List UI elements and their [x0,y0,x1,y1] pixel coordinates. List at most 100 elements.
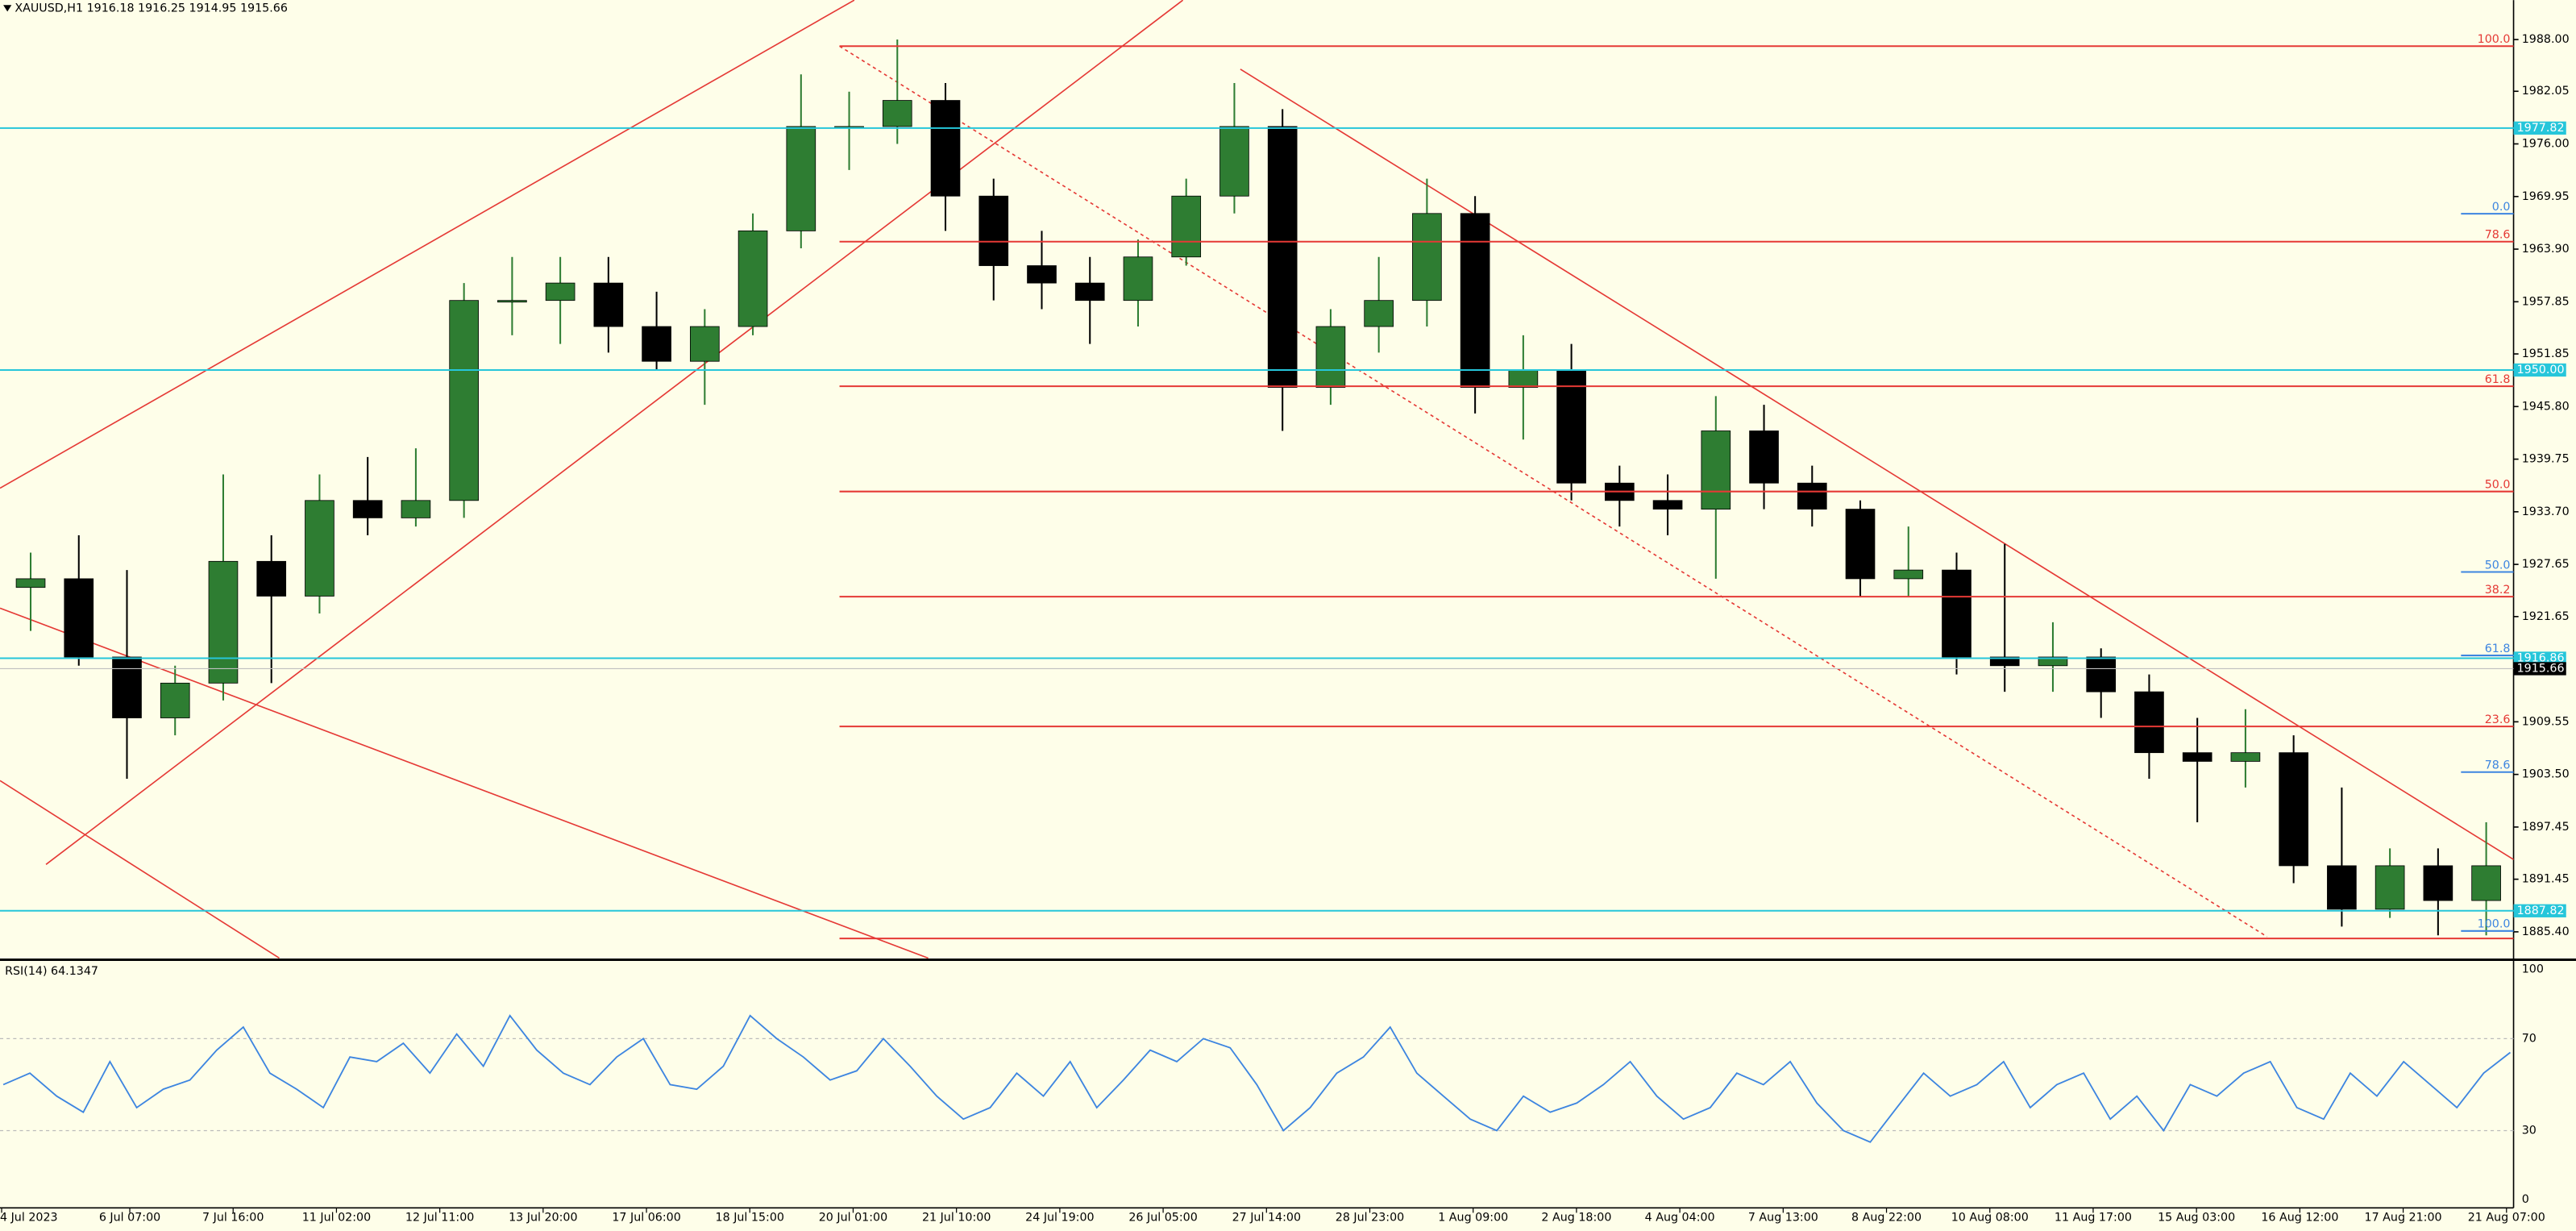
y-tick-label: 1969.95 [2522,190,2570,203]
trend-line [0,780,280,959]
x-tick-label: 4 Aug 04:00 [1645,1212,1715,1225]
y-tick-label: 1903.50 [2522,768,2570,781]
blue-fib-label: 61.8 [2485,643,2511,655]
candle-body [1219,126,1249,197]
x-tick-label: 17 Jul 06:00 [612,1212,680,1225]
candle-body [1074,282,1105,302]
fib-label: 50.0 [2485,479,2511,492]
y-tick-label: 1945.80 [2522,400,2570,413]
x-tick-label: 21 Jul 10:00 [922,1212,991,1225]
candle-body [786,126,816,231]
fib-label: 38.2 [2485,584,2511,597]
candle-body [352,500,383,518]
y-tick-label: 1951.85 [2522,347,2570,360]
candle-body [208,560,239,684]
rsi-line [2,1014,2512,1143]
x-tick-label: 1 Aug 09:00 [1438,1212,1508,1225]
candle-body [2038,656,2068,667]
candle-body [1797,482,1827,510]
rsi-tick-label: 0 [2522,1193,2529,1206]
fib-label: 78.6 [2485,229,2511,242]
y-tick-label: 1963.90 [2522,243,2570,256]
level-tag [2513,121,2566,135]
x-tick-label: 18 Jul 15:00 [716,1212,784,1225]
level-tag [2513,363,2566,377]
x-tick-label: 17 Aug 21:00 [2365,1212,2442,1225]
x-tick-label: 27 Jul 14:00 [1232,1212,1301,1225]
x-tick-label: 10 Aug 08:00 [1951,1212,2029,1225]
candle-body [1652,500,1683,510]
candle-body [64,578,94,658]
candle-body [1267,126,1298,388]
blue-fib-label: 78.6 [2485,759,2511,772]
x-tick-label: 7 Aug 13:00 [1748,1212,1818,1225]
rsi-tick-label: 70 [2522,1032,2537,1045]
y-tick-label: 1939.75 [2522,453,2570,466]
candle-body [690,326,720,362]
candle-body [1171,195,1202,258]
y-tick-label: 1927.65 [2522,558,2570,571]
candle-body [1123,256,1153,302]
candle-body [2471,865,2501,901]
menu-arrow[interactable] [3,5,12,12]
candle-body [1749,430,1779,484]
blue-fib-label: 100.0 [2478,918,2511,931]
x-tick-label: 16 Aug 12:00 [2261,1212,2338,1225]
y-tick-label: 1988.00 [2522,33,2570,46]
y-tick-label: 1921.65 [2522,610,2570,623]
candle-body [642,326,671,362]
candle-body [2279,752,2308,867]
candle-body [1942,569,1971,658]
x-tick-label: 21 Aug 07:00 [2468,1212,2545,1225]
x-tick-label: 20 Jul 01:00 [819,1212,887,1225]
trend-line [0,607,929,959]
x-tick-label: 26 Jul 05:00 [1128,1212,1197,1225]
candle-body [2327,865,2357,910]
candle-body [978,195,1009,266]
rsi-label: RSI(14) 64.1347 [5,965,98,978]
candle-body [1845,509,1876,580]
level-tag [2513,904,2566,917]
trend-line [1240,69,2514,860]
fib-label: 100.0 [2478,33,2511,46]
candle-body [882,100,912,127]
x-tick-label: 2 Aug 18:00 [1541,1212,1611,1225]
candle-body [449,300,479,501]
candle-body [305,500,334,597]
quote: 1914.95 [189,2,237,15]
x-tick-label: 12 Jul 11:00 [405,1212,474,1225]
x-tick-label: 24 Jul 19:00 [1025,1212,1094,1225]
candle-body [737,230,768,327]
candle-body [1315,326,1346,388]
candle-body [256,560,287,597]
y-tick-label: 1976.00 [2522,137,2570,150]
trend-line [45,0,1184,865]
y-tick-label: 1957.85 [2522,295,2570,308]
y-tick-label: 1933.70 [2522,505,2570,518]
candle-body [1460,213,1490,388]
x-tick-label: 15 Aug 03:00 [2158,1212,2235,1225]
quote: 1916.18 [87,2,135,15]
level-label: 1977.82 [2517,122,2565,135]
candle-body [1412,213,1442,302]
candle-body [930,100,961,197]
candle-body [497,300,527,303]
header: XAUUSD,H1 1916.18 1916.25 1914.95 1915.6… [15,2,288,15]
rsi-tick-label: 100 [2522,963,2544,976]
x-tick-label: 7 Jul 16:00 [202,1212,264,1225]
x-tick-label: 11 Aug 17:00 [2055,1212,2132,1225]
x-tick-label: 4 Jul 2023 [0,1212,58,1225]
y-tick-label: 1982.05 [2522,85,2570,98]
candle-body [401,500,431,518]
fib-label: 61.8 [2485,373,2511,386]
candle-body [112,656,142,718]
level-tag [2513,651,2566,665]
y-tick-label: 1909.55 [2522,715,2570,728]
y-tick-label: 1885.40 [2522,925,2570,938]
quote: 1916.25 [138,2,185,15]
y-tick-label: 1891.45 [2522,873,2570,886]
fib-label: 23.6 [2485,713,2511,726]
level-label: 1950.00 [2517,364,2565,376]
candle-body [160,682,190,718]
